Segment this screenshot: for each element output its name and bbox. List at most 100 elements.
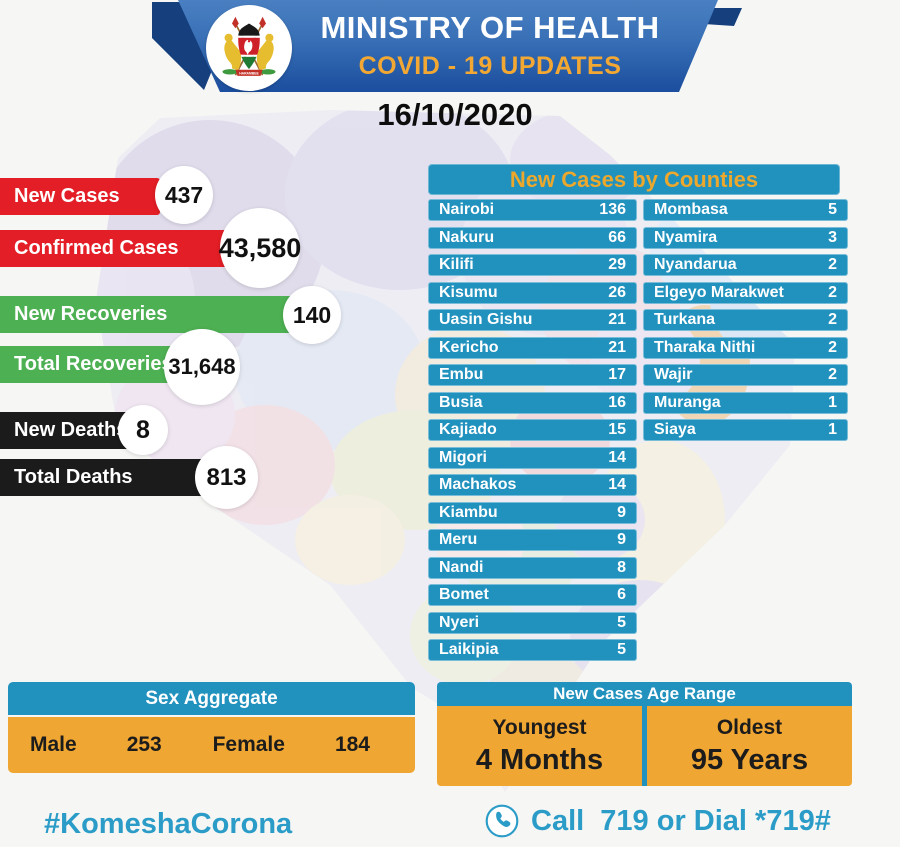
county-value: 2 <box>828 283 837 301</box>
county-name: Kajiado <box>439 421 497 438</box>
sex-aggregate-title: Sex Aggregate <box>8 682 415 715</box>
county-row: Uasin Gishu 21 <box>428 309 637 331</box>
county-name: Meru <box>439 531 478 548</box>
county-value: 2 <box>828 311 837 328</box>
county-name: Turkana <box>654 311 716 328</box>
stat-confirmed-cases: Confirmed Cases 43,580 <box>0 208 301 288</box>
county-row: Bomet 6 <box>428 584 637 606</box>
county-row: Elgeyo Marakwet 2 <box>643 281 848 304</box>
county-value: 5 <box>828 201 837 218</box>
stat-value-badge: 43,580 <box>219 208 301 288</box>
female-value: 184 <box>334 733 370 756</box>
stat-new-recoveries: New Recoveries 140 <box>0 286 341 344</box>
county-row: Muranga 1 <box>643 391 848 414</box>
stat-new-deaths: New Deaths 8 <box>0 405 168 455</box>
oldest-cell: Oldest 95 Years <box>647 706 852 786</box>
county-name: Laikipia <box>439 641 499 658</box>
stat-total-recoveries: Total Recoveries 31,648 <box>0 329 240 405</box>
stat-label: New Deaths <box>14 419 128 441</box>
stat-label: New Recoveries <box>14 303 168 325</box>
county-name: Nandi <box>439 558 484 576</box>
county-name: Mombasa <box>654 201 728 218</box>
stat-total-deaths: Total Deaths 813 <box>0 446 258 509</box>
county-name: Nyamira <box>654 228 718 246</box>
county-row: Nyandarua 2 <box>643 254 848 276</box>
county-value: 9 <box>617 531 626 548</box>
county-row: Nakuru 66 <box>428 226 637 249</box>
county-value: 8 <box>617 558 626 576</box>
counties-column-right: Mombasa 5 Nyamira 3 Nyandarua 2 Elgeyo Marakwe… <box>643 199 848 447</box>
stat-label: Total Deaths <box>14 466 133 488</box>
komesha-corona-hashtag: #KomeshaCorona <box>44 808 293 840</box>
county-value: 14 <box>608 476 626 493</box>
oldest-value: 95 Years <box>690 743 809 776</box>
county-name: Nairobi <box>439 201 495 218</box>
county-row: Nandi 8 <box>428 556 637 579</box>
stat-value-badge: 813 <box>195 446 258 509</box>
county-row: Nyamira 3 <box>643 226 848 249</box>
counties-title: New Cases by Counties <box>428 164 840 195</box>
county-row: Siaya 1 <box>643 419 848 441</box>
oldest-label: Oldest <box>716 715 783 739</box>
county-value: 9 <box>617 503 626 521</box>
county-value: 29 <box>608 256 626 273</box>
male-value: 253 <box>126 733 162 756</box>
stat-label: Confirmed Cases <box>14 237 179 259</box>
counties-title-label: New Cases by Counties <box>509 166 759 192</box>
county-name: Kilifi <box>439 256 474 273</box>
female-label: Female <box>212 733 285 756</box>
county-value: 16 <box>608 393 626 411</box>
age-range-title: New Cases Age Range <box>437 682 852 706</box>
county-value: 26 <box>608 283 626 301</box>
county-row: Kericho 21 <box>428 336 637 359</box>
male-label: Male <box>30 733 77 756</box>
county-value: 14 <box>608 448 626 466</box>
coat-of-arms-icon: HARAMBEE <box>222 16 276 76</box>
kenya-coat-of-arms-logo: HARAMBEE <box>206 5 292 91</box>
county-name: Tharaka Nithi <box>654 338 756 356</box>
county-value: 5 <box>617 641 626 658</box>
county-name: Bomet <box>439 586 489 603</box>
county-value: 66 <box>608 228 626 246</box>
county-name: Embu <box>439 366 484 383</box>
county-name: Kiambu <box>439 503 498 521</box>
county-row: Kilifi 29 <box>428 254 637 276</box>
stat-label: Total Recoveries <box>14 353 173 375</box>
youngest-cell: Youngest 4 Months <box>437 706 642 786</box>
county-value: 1 <box>828 421 837 438</box>
county-value: 21 <box>608 338 626 356</box>
county-row: Nairobi 136 <box>428 199 637 221</box>
county-value: 17 <box>608 366 626 383</box>
sex-aggregate-panel: Male 253 Female 184 <box>8 717 415 773</box>
county-row: Machakos 14 <box>428 474 637 496</box>
county-value: 3 <box>828 228 837 246</box>
stat-value-badge: 8 <box>118 405 168 455</box>
county-name: Muranga <box>654 393 721 411</box>
county-row: Tharaka Nithi 2 <box>643 336 848 359</box>
county-row: Meru 9 <box>428 529 637 551</box>
county-name: Nyeri <box>439 613 480 631</box>
county-value: 136 <box>599 201 626 218</box>
county-name: Busia <box>439 393 483 411</box>
county-row: Nyeri 5 <box>428 611 637 634</box>
county-row: Busia 16 <box>428 391 637 414</box>
county-row: Laikipia 5 <box>428 639 637 661</box>
county-name: Migori <box>439 448 487 466</box>
county-row: Mombasa 5 <box>643 199 848 221</box>
county-value: 15 <box>608 421 626 438</box>
youngest-value: 4 Months <box>475 743 604 776</box>
county-row: Turkana 2 <box>643 309 848 331</box>
call-info: Call 719 or Dial *719# <box>485 804 831 838</box>
county-name: Machakos <box>439 476 517 493</box>
covid-updates-subtitle: COVID - 19 UPDATES <box>358 52 622 80</box>
county-value: 2 <box>828 256 837 273</box>
county-value: 1 <box>828 393 837 411</box>
county-value: 2 <box>828 366 837 383</box>
ministry-title: MINISTRY OF HEALTH <box>320 10 660 45</box>
county-name: Kisumu <box>439 283 498 301</box>
phone-icon <box>485 804 519 838</box>
report-date: 16/10/2020 <box>377 97 533 132</box>
stat-value-badge: 437 <box>155 166 213 224</box>
stat-value-badge: 140 <box>283 286 341 344</box>
county-row: Wajir 2 <box>643 364 848 386</box>
